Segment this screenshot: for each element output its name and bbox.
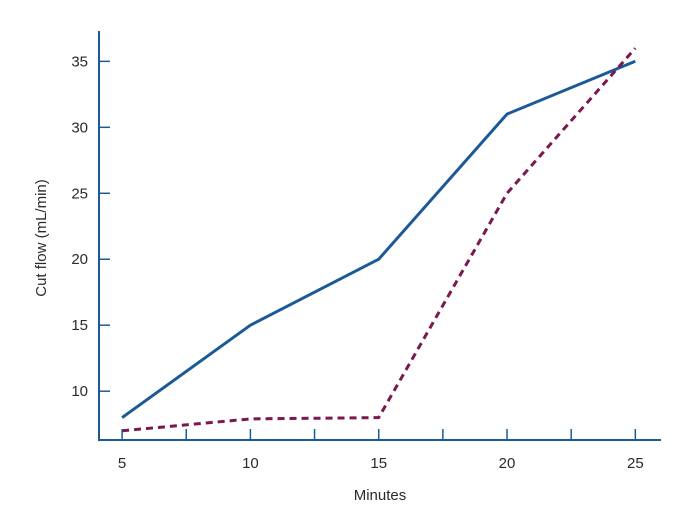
x-tick-label-5: 5: [118, 455, 126, 472]
y-tick-label-35: 35: [71, 53, 88, 70]
y-tick-label-25: 25: [71, 185, 88, 202]
x-tick-label-20: 20: [499, 455, 516, 472]
y-tick-label-30: 30: [71, 119, 88, 136]
y-axis-title: Cut flow (mL/min): [33, 179, 50, 297]
series-layer: [121, 47, 637, 433]
series-line-1-solid: [121, 59, 636, 419]
y-tick-label-10: 10: [71, 383, 88, 400]
x-tick-label-25: 25: [627, 455, 644, 472]
x-axis-title: Minutes: [354, 487, 407, 504]
ticks-layer: 10 15 20 25 30 35 5 10 15 20 25: [71, 53, 643, 472]
x-tick-label-15: 15: [370, 455, 387, 472]
x-tick-label-10: 10: [242, 455, 259, 472]
series-line-2-dashed: [121, 47, 637, 433]
axes-layer: [98, 31, 661, 441]
y-tick-label-15: 15: [71, 317, 88, 334]
y-tick-label-20: 20: [71, 251, 88, 268]
